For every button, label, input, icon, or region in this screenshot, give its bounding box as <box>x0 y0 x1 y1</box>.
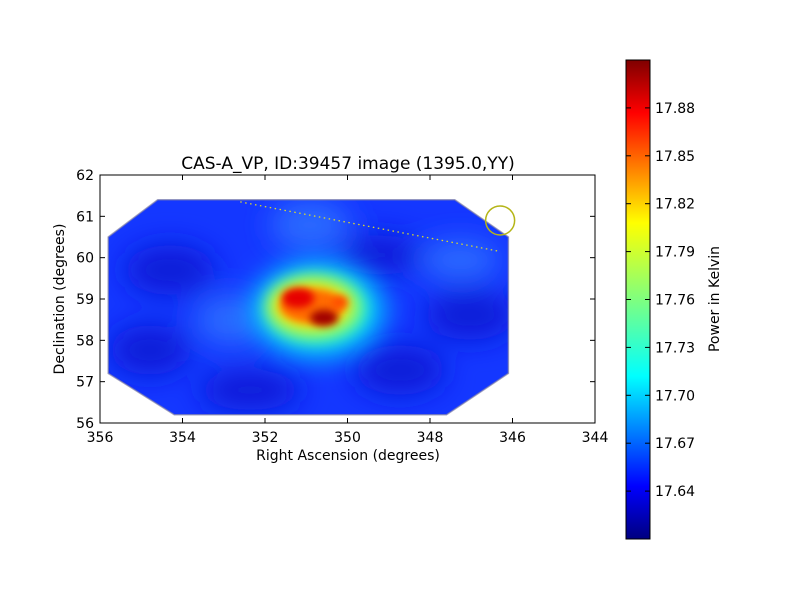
y-tick-label: 62 <box>76 168 94 184</box>
plot-area: 356 354 352 350 348 346 344 62 61 60 59 58 57 56 <box>76 168 608 446</box>
light-region <box>420 240 500 280</box>
x-axis: 356 354 352 350 348 346 344 <box>87 175 609 446</box>
light-region <box>270 200 350 250</box>
dark-region <box>125 245 215 295</box>
x-tick-label: 356 <box>87 430 114 446</box>
footprint-outline <box>107 199 510 416</box>
dark-region <box>200 370 300 410</box>
x-tick-label: 348 <box>417 430 444 446</box>
colorbar-tick-label: 17.67 <box>655 436 695 452</box>
central-source <box>252 262 384 358</box>
x-tick-label: 344 <box>582 430 609 446</box>
y-axis-label: Declination (degrees) <box>52 224 68 375</box>
x-axis-label: Right Ascension (degrees) <box>256 448 440 464</box>
y-tick-label: 59 <box>76 292 94 308</box>
x-tick-label: 350 <box>334 430 361 446</box>
source-peak-east <box>332 296 348 308</box>
dark-region <box>355 345 445 395</box>
y-tick-label: 60 <box>76 251 94 267</box>
y-tick-label: 56 <box>76 416 94 432</box>
colorbar-tick-label: 17.88 <box>655 101 695 117</box>
x-tick-label: 346 <box>499 430 526 446</box>
colorbar-tick-label: 17.76 <box>655 293 695 309</box>
colorbar-tick-label: 17.79 <box>655 245 695 261</box>
colorbar-ticks: 17.88 17.85 17.82 17.79 17.76 17.73 17.70 17.67… <box>626 101 695 500</box>
colorbar-tick-label: 17.82 <box>655 197 695 213</box>
y-axis: 62 61 60 59 58 57 56 <box>76 168 595 432</box>
dark-region <box>425 290 509 340</box>
circle-marker <box>484 205 516 236</box>
dark-region <box>340 235 420 275</box>
y-tick-label: 58 <box>76 333 94 349</box>
background-structure <box>110 200 509 410</box>
colorbar-label: Power in Kelvin <box>707 246 723 352</box>
y-tick-label: 57 <box>76 375 94 391</box>
source-peak-right <box>310 310 338 326</box>
colorbar-tick-label: 17.70 <box>655 388 695 404</box>
x-tick-label: 352 <box>252 430 279 446</box>
colorbar-tick-label: 17.64 <box>655 484 695 500</box>
colorbar-tick-label: 17.73 <box>655 340 695 356</box>
colorbar: 17.88 17.85 17.82 17.79 17.76 17.73 17.70 17.67… <box>625 59 723 540</box>
colorbar-tick-label: 17.85 <box>655 149 695 165</box>
x-tick-label: 354 <box>169 430 196 446</box>
light-region <box>195 295 265 345</box>
heatmap <box>108 199 509 415</box>
source-peak-left <box>282 288 314 308</box>
dark-region <box>110 325 190 375</box>
chart-title: CAS-A_VP, ID:39457 image (1395.0,YY) <box>181 154 514 174</box>
dotted-line <box>240 201 501 253</box>
y-tick-label: 61 <box>76 209 94 225</box>
